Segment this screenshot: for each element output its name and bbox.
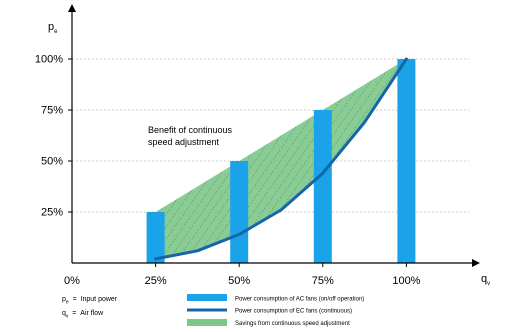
- ec-curve: [154, 57, 408, 261]
- symbol-pe: pe: [62, 296, 69, 306]
- annotation-line-2: speed adjustment: [148, 137, 220, 147]
- x-tick-label: 50%: [228, 275, 250, 287]
- legend-label-savings: Savings from continuous speed adjustment: [235, 321, 350, 327]
- x-tick-label: 100%: [392, 275, 420, 287]
- savings-area: [155, 59, 407, 259]
- y-tick-label: 25%: [41, 207, 63, 219]
- symbol-qv-text: Air flow: [80, 310, 104, 317]
- x-tick-label: 75%: [312, 275, 334, 287]
- symbol-key: pe = Input power qv = Air flow: [62, 293, 117, 321]
- symbol-qv: qv: [62, 310, 69, 320]
- x-axis-label: qv: [481, 273, 490, 287]
- symbol-row-pe: pe = Input power: [62, 296, 118, 306]
- y-tick-label: 50%: [41, 156, 63, 168]
- y-tick-label: 75%: [41, 105, 63, 117]
- bar-100%: [397, 59, 416, 263]
- y-axis-label: pe: [48, 21, 58, 35]
- x-axis-arrow-icon: [472, 259, 480, 267]
- symbol-row-qv: qv = Air flow: [62, 310, 104, 320]
- bar-75%: [313, 110, 332, 263]
- y-tick-label: 100%: [35, 54, 63, 66]
- x-tick-label: 0%: [64, 275, 80, 287]
- legend-label-ec-fans: Power consumption of EC fans (continuous…: [235, 309, 352, 315]
- legend-swatch-ac-fans: [187, 294, 227, 301]
- y-axis-arrow-icon: [68, 4, 76, 12]
- legend-label-ac-fans: Power consumption of AC fans (on/off ope…: [235, 297, 364, 303]
- annotation-line-1: Benefit of continuous: [148, 125, 233, 135]
- symbol-pe-text: Input power: [80, 296, 118, 303]
- x-tick-label: 25%: [145, 275, 167, 287]
- bar-25%: [146, 212, 165, 263]
- legend-swatch-savings: [187, 319, 227, 326]
- bar-50%: [230, 161, 249, 263]
